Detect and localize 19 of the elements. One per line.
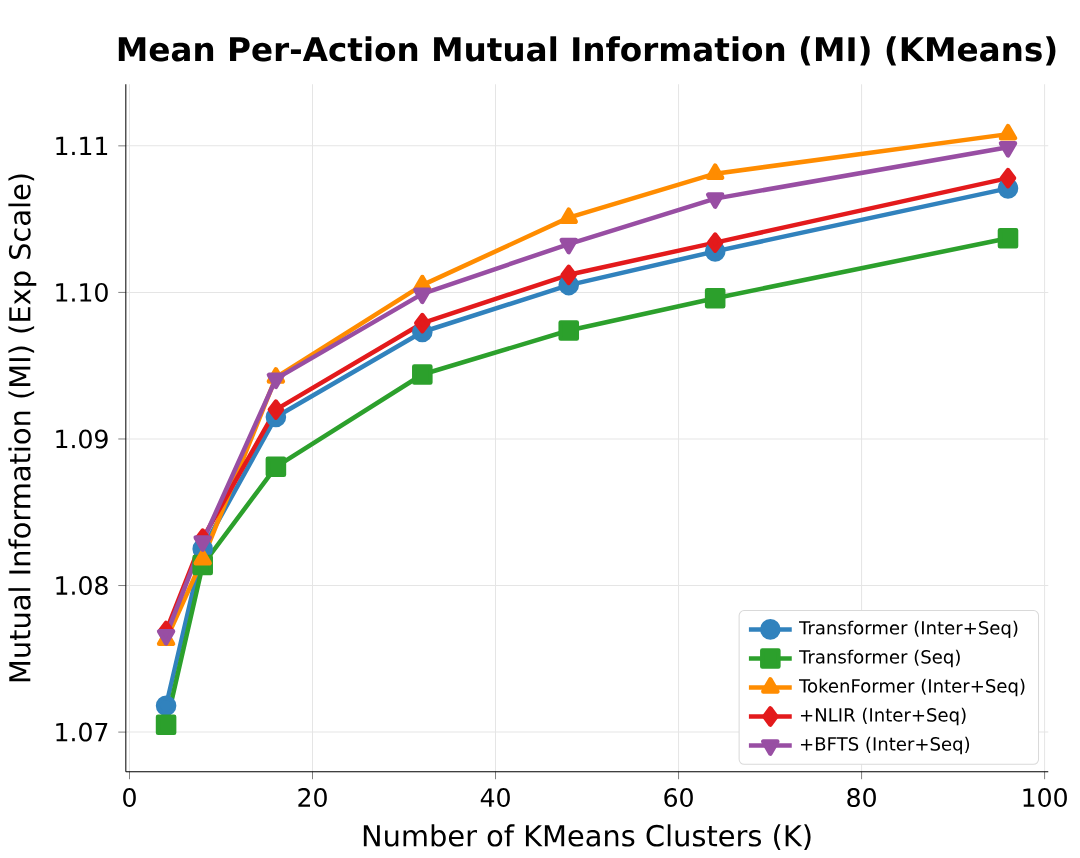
y-tick-label: 1.07 xyxy=(56,722,108,742)
y-axis-title: Mutual Information (MI) (Exp Scale) xyxy=(8,174,37,681)
x-tick-label: 40 xyxy=(480,787,510,807)
legend-label: TokenFormer (Inter+Seq) xyxy=(799,678,1025,697)
chart-title: Mean Per-Action Mutual Information (MI) (KMeans) xyxy=(118,36,1056,66)
legend-label: +BFTS (Inter+Seq) xyxy=(800,736,970,755)
y-tick-label: 1.08 xyxy=(56,575,108,595)
legend-label: Transformer (Inter+Seq) xyxy=(799,620,1018,638)
legend-label: Transformer (Seq) xyxy=(799,649,960,667)
x-tick-label: 60 xyxy=(664,787,693,807)
x-tick-label: 0 xyxy=(123,787,136,807)
x-axis-title: Number of KMeans Clusters (K) xyxy=(363,824,811,850)
x-tick-label: 20 xyxy=(298,787,327,807)
x-tick-label: 80 xyxy=(847,787,876,807)
y-tick-label: 1.09 xyxy=(56,429,108,449)
legend-label: +NLIR (Inter+Seq) xyxy=(800,707,966,726)
x-tick-label: 100 xyxy=(1023,787,1067,807)
y-tick-label: 1.10 xyxy=(56,282,108,302)
y-tick-label: 1.11 xyxy=(56,136,108,155)
